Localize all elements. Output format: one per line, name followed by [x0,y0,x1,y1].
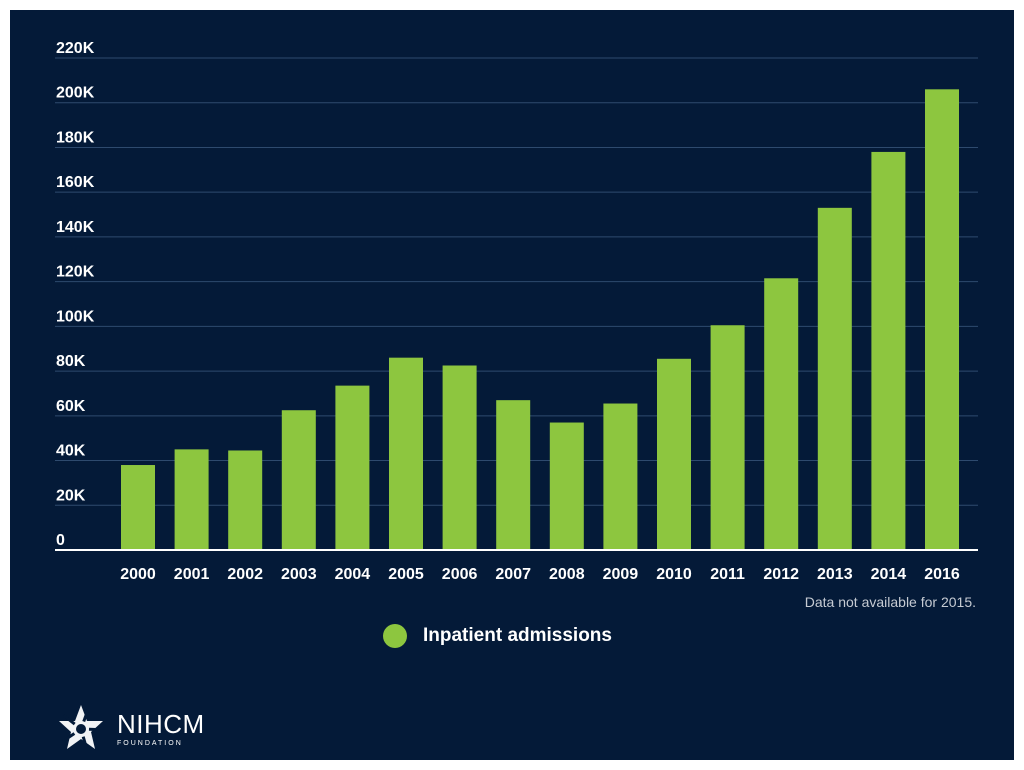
bar-2006 [442,365,477,550]
y-tick-label: 180K [56,129,95,146]
bar-2001 [174,449,209,550]
bar-2016 [925,89,959,551]
x-tick-label: 2001 [174,566,210,583]
y-tick-label: 100K [56,308,95,325]
nihcm-logo: NIHCM FOUNDATION [55,703,205,755]
bar-2013 [817,207,852,550]
x-tick-label: 2014 [871,566,907,583]
y-tick-label: 140K [56,219,95,236]
y-tick-label: 120K [56,264,95,281]
x-tick-label: 2004 [335,566,371,583]
legend: Inpatient admissions [383,624,612,648]
bar-2009 [603,403,638,550]
bar-2011 [710,325,745,550]
bar-2000 [121,465,155,550]
y-tick-label: 80K [56,353,86,370]
x-tick-label: 2011 [710,566,745,583]
data-note: Data not available for 2015. [804,594,976,610]
star-icon [59,705,104,751]
legend-swatch [383,624,407,648]
bar-2014 [871,151,906,550]
y-tick-label: 160K [56,174,95,191]
bar-2010 [657,358,691,550]
y-tick-label: 200K [56,85,95,102]
legend-label: Inpatient admissions [423,625,612,646]
x-tick-label: 2010 [656,566,692,583]
chart-panel: 0 20K 40K 60K 80K 100K 120K 140K 160K 180K 200K 220… [10,10,1014,760]
bar-2002 [228,450,263,550]
x-tick-label: 2003 [281,566,317,583]
logo-subtitle: FOUNDATION [117,740,183,747]
y-tick-label: 40K [56,443,86,460]
bar-chart: 0 20K 40K 60K 80K 100K 120K 140K 160K 180K 200K 220… [55,40,978,583]
bar-2005 [389,357,423,550]
bar-2007 [496,400,531,550]
y-tick-label: 220K [56,40,95,57]
x-tick-label: 2007 [495,566,531,583]
x-tick-label: 2012 [763,566,799,583]
y-tick-label: 0 [56,532,65,549]
x-tick-label: 2009 [603,566,639,583]
bar-2004 [335,385,370,550]
x-tick-label: 2008 [549,566,585,583]
bar-2012 [764,278,799,550]
y-tick-label: 20K [56,487,86,504]
x-tick-label: 2005 [388,566,424,583]
x-tick-label: 2002 [227,566,263,583]
x-tick-label: 2000 [120,566,156,583]
logo-name: NIHCM [117,709,205,739]
bar-2003 [281,410,316,550]
y-tick-label: 60K [56,398,86,415]
x-tick-label: 2013 [817,566,853,583]
x-tick-label: 2016 [924,566,960,583]
bar-2008 [549,422,584,550]
x-tick-label: 2006 [442,566,478,583]
